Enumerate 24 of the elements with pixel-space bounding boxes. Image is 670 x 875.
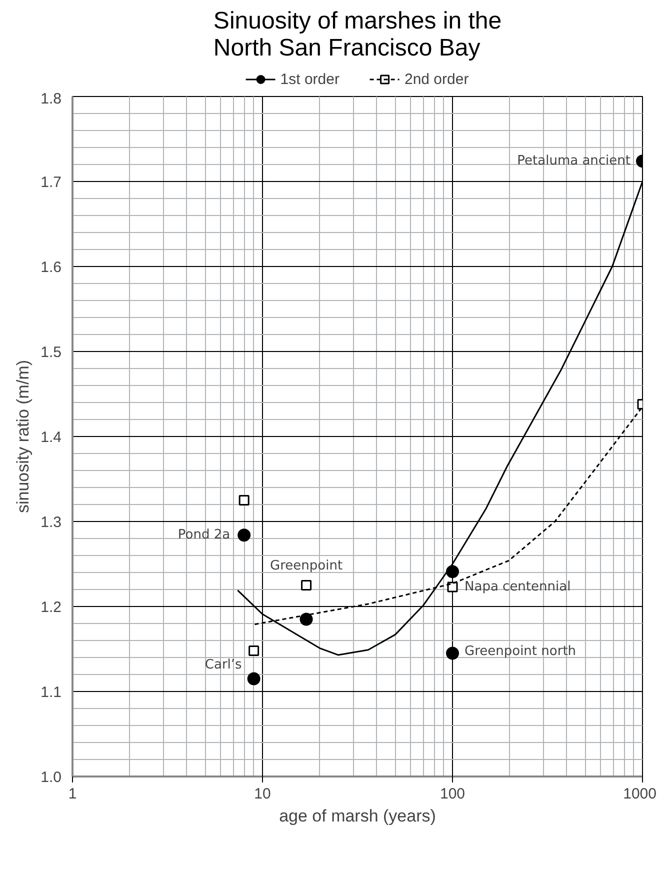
y-tick-label: 1.0 (40, 769, 62, 786)
chart-title: Sinuosity of marshes in the North San Francisco Bay (213, 8, 502, 62)
annotation: Pond 2a (178, 528, 230, 543)
y-tick-label: 1.1 (40, 684, 62, 701)
y-axis-title: sinuosity ratio (m/m) (14, 360, 33, 514)
y-tick-label: 1.2 (40, 599, 62, 616)
legend-label: 1st order (280, 70, 340, 88)
annotation: Napa centennial (464, 579, 571, 594)
y-tick-label: 1.4 (40, 429, 62, 446)
legend-label: 2nd order (404, 70, 469, 88)
y-tick-label: 1.5 (40, 344, 62, 361)
y-tick-label: 1.6 (40, 259, 62, 276)
x-axis-title: age of marsh (years) (279, 806, 436, 826)
annotation: Carl’s (204, 657, 242, 672)
annotation: Greenpoint (270, 558, 343, 574)
annotation: Petaluma ancient (517, 154, 631, 169)
x-tick-label: 10 (254, 786, 271, 802)
x-tick-label: 1 (68, 786, 77, 802)
y-tick-label: 1.8 (40, 90, 62, 108)
y-tick-label: 1.7 (40, 174, 62, 191)
x-tick-label: 1000 (623, 786, 657, 802)
x-tick-label: 100 (440, 786, 466, 802)
y-tick-label: 1.3 (40, 514, 62, 531)
annotation: Greenpoint north (464, 644, 576, 659)
